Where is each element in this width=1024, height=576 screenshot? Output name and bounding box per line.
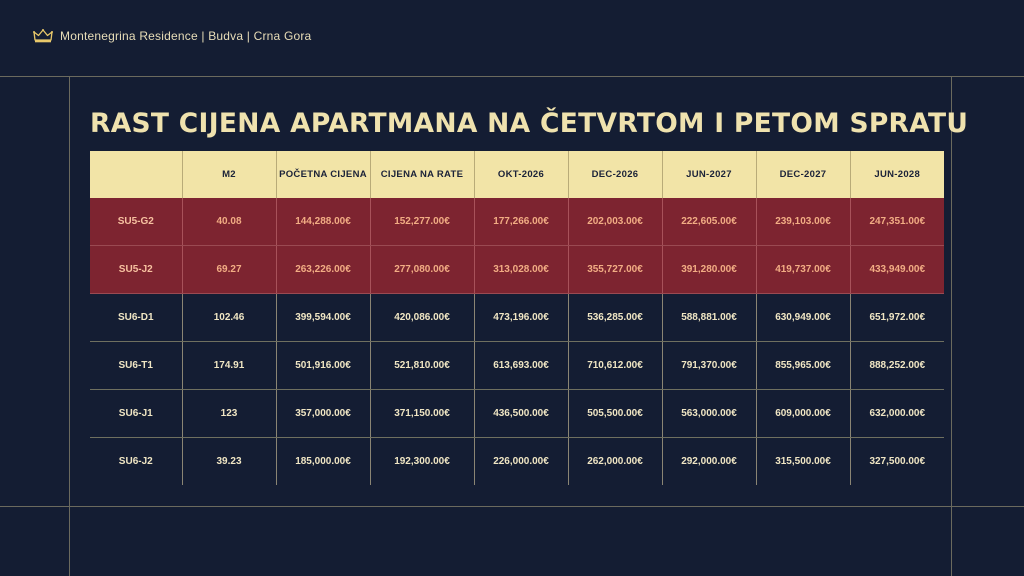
table-cell: 69.27 (181, 245, 276, 294)
table-cell: 40.08 (181, 198, 276, 246)
table-cell: 536,285.00€ (567, 293, 662, 342)
table-cell: 263,226.00€ (275, 245, 370, 294)
table-cell: 632,000.00€ (849, 389, 944, 438)
table-cell: 292,000.00€ (661, 437, 756, 485)
column-header: JUN-2027 (661, 151, 756, 198)
table-cell: 192,300.00€ (369, 437, 474, 485)
table-cell: 262,000.00€ (567, 437, 662, 485)
table-cell: 588,881.00€ (661, 293, 756, 342)
column-header: CIJENA NA RATE (369, 151, 474, 198)
right-divider (951, 76, 952, 576)
table-cell: 177,266.00€ (473, 198, 568, 246)
unit-id-cell: SU6-J2 (118, 456, 153, 467)
table-cell: 473,196.00€ (473, 293, 568, 342)
table-cell: 888,252.00€ (849, 341, 944, 390)
column-header (90, 151, 182, 198)
table-cell: 630,949.00€ (755, 293, 850, 342)
table-cell: 521,810.00€ (369, 341, 474, 390)
table-cell: 357,000.00€ (275, 389, 370, 438)
table-row: SU6-T1 174.91 501,916.00€ 521,810.00€ 613,69… (90, 341, 944, 390)
left-divider (69, 76, 70, 576)
table-cell: 39.23 (181, 437, 276, 485)
table-cell: 247,351.00€ (849, 198, 944, 246)
unit-id-cell: SU6-J1 (90, 389, 182, 438)
table-cell: 651,972.00€ (849, 293, 944, 342)
table-cell: 313,028.00€ (473, 245, 568, 294)
table-cell: 371,150.00€ (369, 389, 474, 438)
top-divider (0, 76, 1024, 77)
table-cell: 315,500.00€ (755, 437, 850, 485)
table-row: SU5-G2 40.08 144,288.00€ 152,277.00€ 177,266… (90, 198, 944, 246)
table-cell: 327,500.00€ (849, 437, 944, 485)
column-header: DEC-2026 (567, 151, 662, 198)
price-table: M2 POČETNA CIJENA CIJENA NA RATE OKT-2026 DE… (90, 151, 944, 485)
table-row: SU6-J1 123 357,000.00€ 371,150.00€ 436,500.0… (90, 389, 944, 438)
table-cell: 102.46 (181, 293, 276, 342)
table-cell: 563,000.00€ (661, 389, 756, 438)
column-header: DEC-2027 (755, 151, 850, 198)
page-title: RAST CIJENA APARTMANA NA ČETVRTOM I PETO… (90, 108, 969, 139)
table-cell: 855,965.00€ (755, 341, 850, 390)
table-cell: 399,594.00€ (275, 293, 370, 342)
table-cell: 419,737.00€ (755, 245, 850, 294)
table-cell: 123 (181, 389, 276, 438)
table-cell: 277,080.00€ (369, 245, 474, 294)
unit-id-cell: SU6-D1 (90, 293, 182, 342)
column-header: OKT-2026 (473, 151, 568, 198)
table-cell: 501,916.00€ (275, 341, 370, 390)
brand-header: Montenegrina Residence | Budva | Crna Go… (33, 26, 311, 46)
table-cell: 226,000.00€ (473, 437, 568, 485)
table-row: SU6-J2 39.23 185,000.00€ 192,300.00€ 226,000… (90, 437, 944, 485)
unit-id-cell: SU5-G2 (90, 198, 182, 246)
table-row: SU5-J2 69.27 263,226.00€ 277,080.00€ 313,028… (90, 245, 944, 294)
table-cell: 791,370.00€ (661, 341, 756, 390)
table-cell: 239,103.00€ (755, 198, 850, 246)
column-header: POČETNA CIJENA (275, 151, 370, 198)
crown-icon (33, 29, 53, 43)
brand-text: Montenegrina Residence | Budva | Crna Go… (60, 29, 312, 43)
table-body: SU5-G2 40.08 144,288.00€ 152,277.00€ 177,266… (90, 198, 944, 485)
table-cell: 609,000.00€ (755, 389, 850, 438)
table-cell: 710,612.00€ (567, 341, 662, 390)
table-row: SU6-D1 102.46 399,594.00€ 420,086.00€ 473,19… (90, 293, 944, 342)
table-cell: 202,003.00€ (567, 198, 662, 246)
table-cell: 185,000.00€ (275, 437, 370, 485)
table-cell: 433,949.00€ (849, 245, 944, 294)
table-cell: 222,605.00€ (661, 198, 756, 246)
table-cell: 505,500.00€ (567, 389, 662, 438)
table-cell: 436,500.00€ (473, 389, 568, 438)
table-header-row: M2 POČETNA CIJENA CIJENA NA RATE OKT-2026 DE… (90, 151, 944, 198)
table-cell: 144,288.00€ (275, 198, 370, 246)
table-cell: 355,727.00€ (567, 245, 662, 294)
table-cell: 613,693.00€ (473, 341, 568, 390)
unit-id-cell: SU5-J2 (90, 245, 182, 294)
table-cell: 391,280.00€ (661, 245, 756, 294)
column-header: JUN-2028 (849, 151, 944, 198)
unit-id-cell: SU6-T1 (90, 341, 182, 390)
table-cell: 420,086.00€ (369, 293, 474, 342)
column-header: M2 (181, 151, 276, 198)
bottom-divider (0, 506, 1024, 507)
table-cell: 152,277.00€ (369, 198, 474, 246)
table-cell: 174.91 (181, 341, 276, 390)
